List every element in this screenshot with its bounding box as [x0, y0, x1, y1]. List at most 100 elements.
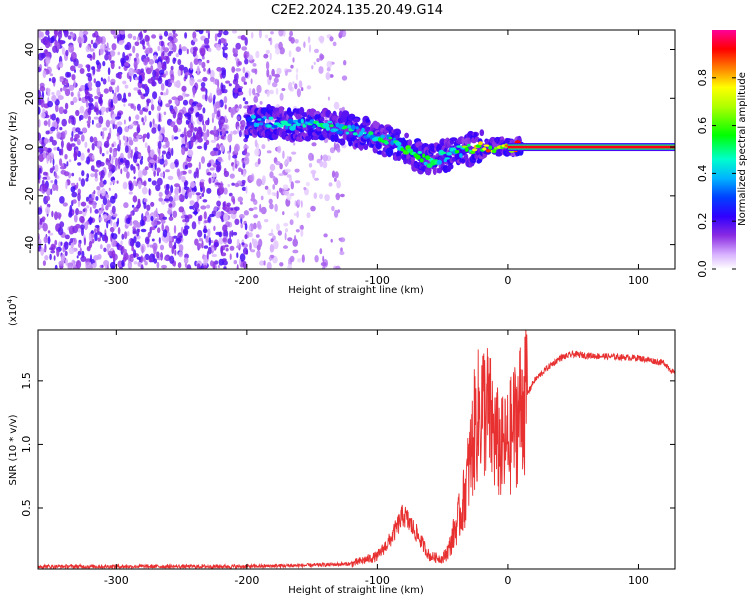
noise-speckle [138, 75, 143, 84]
ridge-core [440, 151, 447, 155]
noise-speckle [93, 106, 98, 113]
noise-speckle [49, 136, 54, 143]
spectrogram-frame [37, 29, 676, 270]
noise-speckle [119, 33, 126, 41]
svg-text:(x104): (x104) [6, 295, 19, 326]
noise-speckle [150, 201, 155, 207]
noise-speckle [116, 132, 120, 137]
noise-speckle [112, 213, 118, 218]
noise-speckle [168, 240, 173, 249]
noise-speckle [70, 186, 76, 193]
noise-speckle [242, 66, 246, 74]
noise-speckle [297, 258, 302, 263]
noise-speckle [117, 244, 124, 251]
noise-speckle [127, 260, 133, 269]
noise-speckle [230, 207, 234, 211]
noise-speckle [171, 96, 178, 101]
ridge-core [287, 118, 294, 124]
noise-speckle [205, 139, 210, 146]
noise-speckle [335, 192, 341, 201]
noise-speckle [77, 192, 81, 202]
noise-speckle [167, 175, 174, 180]
chart-title: C2E2.2024.135.20.49.G14 [271, 3, 443, 18]
noise-speckle [328, 182, 333, 187]
noise-speckle [74, 133, 80, 139]
noise-speckle [339, 251, 345, 256]
noise-speckle [105, 158, 109, 162]
noise-speckle [89, 48, 95, 52]
noise-speckle [178, 244, 184, 252]
ridge-core [327, 120, 333, 124]
ridge-core [384, 141, 389, 145]
noise-speckle [226, 202, 231, 207]
noise-speckle [152, 69, 157, 78]
noise-speckle [111, 238, 116, 248]
ridge-halo [288, 111, 294, 116]
noise-speckle [200, 205, 207, 210]
noise-speckle [133, 176, 136, 180]
ridge-core [259, 122, 264, 126]
noise-speckle [143, 93, 149, 97]
noise-speckle [196, 170, 199, 179]
ridge-core [285, 125, 289, 130]
noise-speckle [88, 233, 92, 242]
noise-speckle [79, 105, 85, 114]
noise-speckle [156, 167, 161, 173]
noise-speckle [204, 220, 209, 224]
noise-speckle [254, 68, 258, 75]
noise-speckle [173, 136, 179, 140]
noise-speckle [109, 226, 115, 233]
noise-speckle [162, 216, 167, 220]
spectrogram-x-axis: -300 -200 -100 0 100 [104, 30, 649, 287]
noise-speckle [237, 61, 242, 66]
noise-speckle [128, 116, 131, 122]
noise-speckle [77, 162, 82, 166]
noise-speckle [42, 69, 47, 79]
noise-speckle [199, 179, 205, 183]
ridge-halo [449, 137, 458, 142]
noise-speckle [236, 252, 239, 259]
noise-speckle [62, 246, 65, 253]
noise-speckle [96, 36, 103, 44]
noise-speckle [232, 164, 235, 172]
noise-speckle [116, 180, 119, 184]
noise-speckle [234, 55, 238, 62]
noise-speckle [260, 195, 264, 201]
noise-speckle [100, 106, 107, 113]
noise-speckle [282, 184, 289, 191]
noise-speckle [252, 88, 256, 96]
ridge-halo [447, 163, 454, 170]
noise-speckle [94, 95, 99, 100]
noise-speckle [294, 168, 300, 173]
noise-speckle [205, 235, 209, 243]
noise-speckle [198, 113, 204, 123]
noise-speckle [199, 195, 202, 199]
noise-speckle [128, 139, 134, 146]
noise-speckle [239, 253, 246, 262]
snr-series-layer [38, 330, 675, 569]
noise-speckle [101, 153, 105, 157]
noise-speckle [132, 137, 139, 143]
noise-speckle [294, 39, 299, 44]
noise-speckle [241, 46, 248, 51]
noise-speckle [168, 216, 174, 221]
noise-speckle [158, 237, 161, 244]
noise-speckle [44, 39, 51, 49]
spectrogram-ridge-layer [243, 104, 675, 176]
noise-speckle [279, 92, 284, 101]
noise-speckle [61, 118, 67, 127]
noise-speckle [214, 78, 219, 86]
noise-speckle [38, 89, 42, 98]
noise-speckle [249, 242, 252, 251]
noise-speckle [93, 116, 100, 120]
noise-speckle [172, 111, 177, 119]
noise-speckle [38, 215, 41, 225]
noise-speckle [287, 263, 293, 269]
noise-speckle [142, 168, 148, 176]
noise-speckle [80, 224, 85, 231]
noise-speckle [102, 78, 107, 85]
noise-speckle [178, 48, 183, 56]
noise-speckle [157, 77, 163, 85]
noise-speckle [263, 53, 269, 59]
noise-speckle [51, 76, 56, 84]
